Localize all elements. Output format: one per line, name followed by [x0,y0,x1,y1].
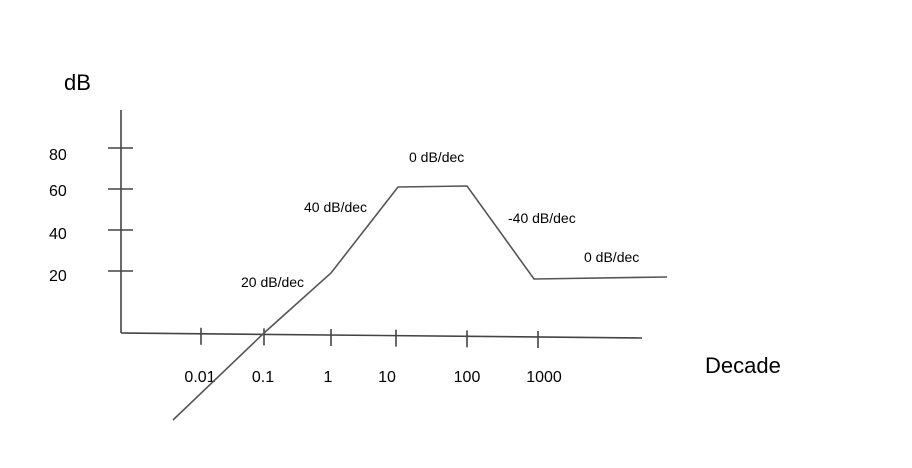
x-tick-label: 0.1 [252,369,274,386]
x-axis-line [120,332,643,339]
y-tick-label: 40 [49,226,67,243]
y-axis-title: dB [64,70,91,95]
slope-annotation: 20 dB/dec [241,274,304,290]
y-tick-label: 60 [49,183,67,200]
y-tick-label: 80 [49,147,67,164]
slope-annotation: 0 dB/dec [409,149,464,165]
x-tick-label: 1 [324,369,333,386]
slope-annotations: 20 dB/dec 40 dB/dec 0 dB/dec -40 dB/dec 0 dB… [241,149,639,290]
x-tick-label: 0.01 [184,369,215,386]
slope-annotation: -40 dB/dec [508,210,576,226]
y-tick-label: 20 [49,268,67,285]
x-tick-label: 1000 [526,369,562,386]
x-tick-label: 100 [454,369,481,386]
slope-annotation: 0 dB/dec [584,249,639,265]
magnitude-line [172,185,668,421]
x-tick-label: 10 [378,369,396,386]
x-ticks: 0.01 0.1 1 10 100 1000 [184,327,562,386]
slope-annotation: 40 dB/dec [304,199,367,215]
x-axis-title: Decade [705,353,781,378]
y-ticks: 20 40 60 80 [49,147,133,285]
